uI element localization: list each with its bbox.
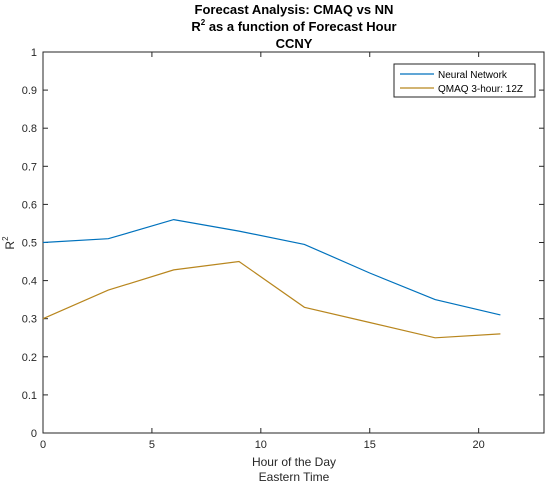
y-label-sup: 2 <box>1 236 10 241</box>
x-tick-label: 5 <box>149 439 155 451</box>
x-tick-label: 10 <box>255 439 267 451</box>
legend-label-neural-network: Neural Network <box>438 70 508 81</box>
legend-box <box>393 63 536 98</box>
x-tick-label: 0 <box>40 439 46 451</box>
chart-title: Forecast Analysis: CMAQ vs NN <box>195 2 394 17</box>
y-tick-label: 0.5 <box>22 238 37 250</box>
x-tick-label: 20 <box>473 439 485 451</box>
x-axis-label-2: Eastern Time <box>259 470 330 484</box>
y-tick-label: 0.4 <box>22 276 37 288</box>
y-tick-label: 0 <box>31 428 37 440</box>
series-line-neural-network <box>42 218 501 316</box>
y-tick-label: 0.3 <box>22 314 37 326</box>
series-group <box>42 218 501 339</box>
subtitle-r: R <box>191 19 201 34</box>
chart-subtitle-2: CCNY <box>276 36 313 51</box>
tick-group: 0 5 10 15 20 0 0.1 0.2 0.3 0.4 0.5 0.6 0.7 0.8 0.9 1 <box>22 47 544 451</box>
y-tick-label: 0.8 <box>22 123 37 135</box>
y-tick-label: 0.7 <box>22 161 37 173</box>
x-axis-label: Hour of the Day <box>252 455 336 469</box>
series-line-qmaq <box>42 260 501 339</box>
subtitle-rest: as a function of Forecast Hour <box>205 19 396 34</box>
y-tick-label: 1 <box>31 47 37 59</box>
x-tick-label: 15 <box>364 439 376 451</box>
subtitle-sup: 2 <box>201 18 206 27</box>
y-tick-label: 0.2 <box>22 352 37 364</box>
y-tick-label: 0.6 <box>22 199 37 211</box>
legend: Neural Network QMAQ 3-hour: 12Z <box>393 63 536 98</box>
y-label-r: R <box>3 241 17 250</box>
chart-subtitle: R2 as a function of Forecast Hour <box>191 18 396 34</box>
y-tick-label: 0.9 <box>22 85 37 97</box>
legend-label-qmaq: QMAQ 3-hour: 12Z <box>438 84 523 95</box>
y-tick-label: 0.1 <box>22 390 37 402</box>
y-axis-label: R2 <box>1 236 17 250</box>
